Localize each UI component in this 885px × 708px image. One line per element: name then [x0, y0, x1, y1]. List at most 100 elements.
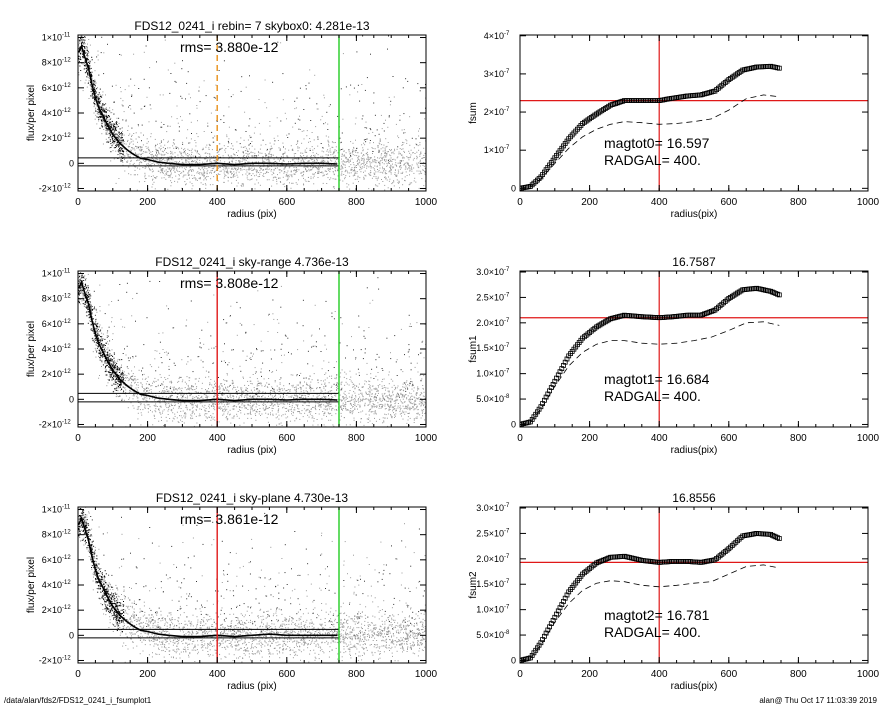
x-tick-label: 1000 — [415, 669, 438, 680]
y-tick-exponent: -7 — [504, 554, 510, 560]
y-axis-label: fsum1 — [468, 335, 479, 363]
y-tick-label: 2.5×10 — [476, 528, 504, 538]
y-tick-exponent: -7 — [504, 318, 510, 324]
data-point — [776, 292, 782, 298]
y-tick-exponent: -8 — [504, 394, 510, 400]
y-tick-exponent: -7 — [504, 31, 510, 37]
y-tick-label: 3.0×10 — [476, 267, 504, 277]
panel-left-1: rms= 3.880e-120 200 400 600 800 1000-2×10 -120… — [26, 19, 438, 220]
x-tick-label: 600 — [278, 197, 295, 208]
chart-title: 16.8556 — [672, 491, 716, 505]
y-tick-exponent: -12 — [62, 555, 71, 561]
y-tick-label: 0 — [69, 158, 74, 168]
y-tick-label: 0 — [511, 183, 516, 193]
x-tick-label: 600 — [720, 433, 737, 444]
y-tick-label: 4×10 — [42, 580, 62, 590]
y-tick-exponent: -7 — [504, 145, 510, 151]
plot-area — [78, 507, 426, 663]
x-tick-label: 800 — [348, 197, 365, 208]
chart-title: FDS12_0241_i sky-plane 4.730e-13 — [156, 491, 348, 505]
y-tick-label: 1×10 — [42, 33, 62, 43]
y-tick-exponent: -11 — [62, 505, 71, 511]
radial-profile-line — [78, 516, 338, 638]
plot-area — [520, 35, 868, 191]
y-tick-exponent: -12 — [62, 580, 71, 586]
x-tick-label: 0 — [75, 669, 81, 680]
data-point — [776, 536, 782, 541]
y-tick-label: 5.0×10 — [476, 394, 504, 404]
y-tick-exponent: -12 — [62, 133, 71, 139]
y-axis-label: fsum2 — [468, 571, 479, 599]
y-tick-exponent: -12 — [62, 108, 71, 114]
y-tick-exponent: -7 — [504, 292, 510, 298]
y-tick-label: 8×10 — [42, 294, 62, 304]
x-tick-label: 200 — [139, 197, 156, 208]
plot-area — [520, 507, 868, 663]
annotation-0: magtot1= 16.684 — [604, 371, 710, 387]
y-tick-label: 8×10 — [42, 530, 62, 540]
y-axis-label: flux/per pixel — [26, 85, 37, 141]
panel-left-3: rms= 3.861e-120 200 400 600 800 1000-2×10 -120… — [26, 491, 438, 692]
y-tick-label: 1.5×10 — [476, 579, 504, 589]
rms-annotation: rms= 3.808e-12 — [180, 275, 279, 291]
x-tick-label: 0 — [517, 197, 523, 208]
y-tick-exponent: -7 — [504, 267, 510, 273]
chart-title: FDS12_0241_i sky-range 4.736e-13 — [155, 255, 349, 269]
y-tick-label: 1.0×10 — [476, 605, 504, 615]
y-tick-label: 2.0×10 — [476, 554, 504, 564]
y-axis-label: flux/per pixel — [26, 321, 37, 377]
panel-left-2: rms= 3.808e-120 200 400 600 800 1000-2×10 -120… — [26, 255, 438, 456]
y-tick-exponent: -12 — [62, 183, 71, 189]
x-axis-label: radius (pix) — [227, 209, 276, 220]
y-tick-label: 2×10 — [484, 107, 504, 117]
y-tick-exponent: -12 — [62, 344, 71, 350]
x-tick-label: 200 — [581, 433, 598, 444]
y-tick-label: -2×10 — [39, 655, 62, 665]
y-tick-label: 1×10 — [484, 145, 504, 155]
x-tick-label: 800 — [790, 433, 807, 444]
x-tick-label: 0 — [517, 433, 523, 444]
x-tick-label: 600 — [720, 669, 737, 680]
plot-area — [78, 35, 426, 191]
x-tick-label: 400 — [209, 669, 226, 680]
y-tick-label: -2×10 — [39, 183, 62, 193]
y-tick-exponent: -8 — [504, 630, 510, 636]
y-tick-label: 0 — [69, 630, 74, 640]
y-tick-exponent: -12 — [62, 530, 71, 536]
curve-dashed — [520, 94, 780, 189]
radial-profile-line — [78, 44, 338, 166]
y-tick-label: 4×10 — [484, 31, 504, 41]
y-tick-exponent: -12 — [62, 83, 71, 89]
y-axis-label: fsum — [468, 102, 479, 124]
y-tick-label: 2×10 — [42, 605, 62, 615]
x-axis-label: radius (pix) — [227, 681, 276, 692]
y-tick-label: 1.0×10 — [476, 369, 504, 379]
y-tick-exponent: -12 — [62, 655, 71, 661]
y-tick-label: 4×10 — [42, 108, 62, 118]
scatter-points-dark — [79, 271, 423, 401]
y-tick-label: 1×10 — [42, 269, 62, 279]
curve-of-growth-squares — [520, 531, 782, 663]
x-tick-label: 800 — [348, 433, 365, 444]
x-tick-label: 400 — [651, 433, 668, 444]
footer-timestamp: alan@ Thu Oct 17 11:03:39 2019 — [759, 696, 877, 705]
y-tick-exponent: -11 — [62, 33, 71, 39]
x-tick-label: 400 — [651, 197, 668, 208]
scatter-points — [78, 507, 426, 663]
y-tick-label: 0 — [69, 394, 74, 404]
y-tick-label: 4×10 — [42, 344, 62, 354]
axes-frame — [77, 506, 427, 664]
y-tick-exponent: -7 — [504, 503, 510, 509]
axes-frame — [77, 270, 427, 428]
y-tick-label: 2×10 — [42, 133, 62, 143]
x-tick-label: 600 — [278, 669, 295, 680]
annotation-0: magtot0= 16.597 — [604, 135, 710, 151]
y-tick-label: 2.0×10 — [476, 318, 504, 328]
x-tick-label: 200 — [581, 669, 598, 680]
rms-annotation: rms= 3.880e-12 — [180, 39, 279, 55]
y-tick-exponent: -7 — [504, 605, 510, 611]
y-tick-label: 1×10 — [42, 505, 62, 515]
scatter-points-dark — [78, 508, 426, 637]
